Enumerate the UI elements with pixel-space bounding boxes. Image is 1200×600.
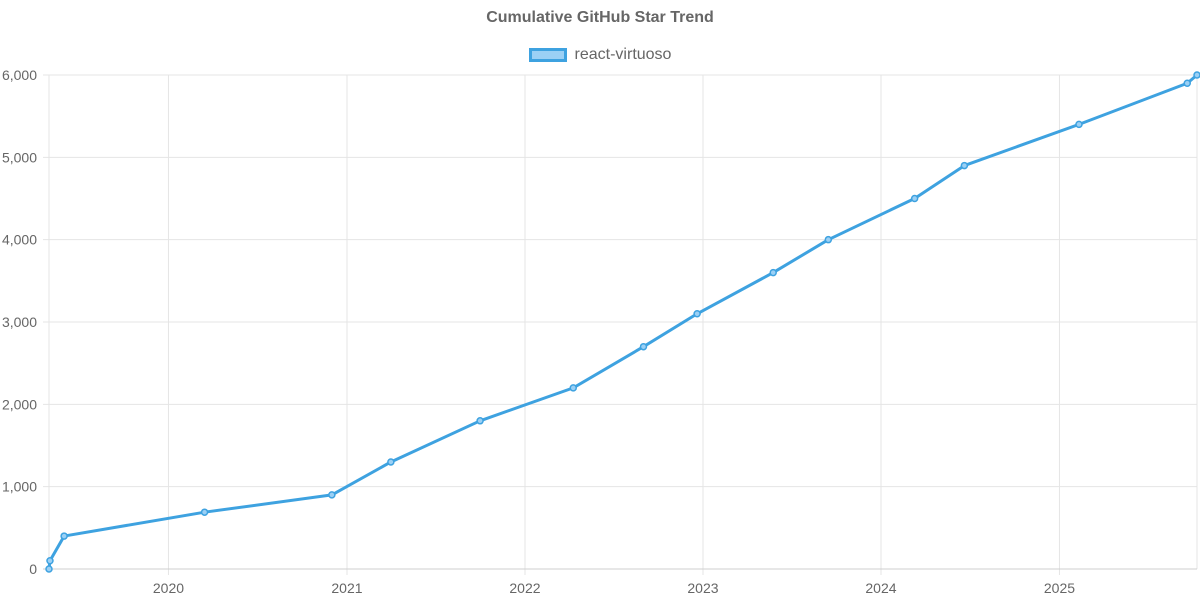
data-point[interactable] (769, 268, 777, 277)
data-point[interactable] (476, 417, 484, 425)
data-point[interactable] (824, 235, 833, 244)
chart-title: Cumulative GitHub Star Trend (486, 9, 714, 26)
data-point[interactable] (693, 310, 701, 318)
y-tick-label: 1,000 (2, 479, 37, 495)
y-tick-label: 3,000 (2, 314, 37, 330)
data-point[interactable] (328, 491, 336, 499)
data-point[interactable] (60, 532, 68, 540)
data-point[interactable] (46, 557, 54, 565)
x-tick-label: 2020 (153, 580, 184, 596)
data-point[interactable] (1183, 79, 1191, 87)
y-tick-label: 6,000 (2, 67, 37, 83)
y-tick-label: 2,000 (2, 396, 37, 412)
data-point[interactable] (45, 565, 53, 573)
data-point[interactable] (960, 161, 969, 170)
legend-label-react-virtuoso: react-virtuoso (574, 46, 672, 63)
x-tick-label: 2022 (509, 580, 540, 596)
x-tick-label: 2023 (687, 580, 718, 596)
x-tick-label: 2024 (865, 580, 896, 596)
y-tick-label: 0 (29, 561, 37, 577)
data-point[interactable] (1193, 71, 1200, 79)
y-tick-label: 5,000 (2, 149, 37, 165)
axes (43, 75, 1198, 570)
data-point[interactable] (200, 508, 209, 516)
y-tick-label: 4,000 (2, 232, 37, 248)
data-point[interactable] (387, 458, 395, 466)
series-react-virtuoso (45, 71, 1200, 573)
chart-legend[interactable]: react-virtuoso (0, 46, 1200, 64)
data-point[interactable] (569, 384, 578, 392)
grid-lines (43, 74, 1197, 575)
x-tick-label: 2021 (331, 580, 362, 596)
x-tick-label: 2025 (1044, 580, 1075, 596)
data-point[interactable] (639, 342, 648, 351)
data-point[interactable] (1075, 120, 1083, 129)
tick-labels: 0 1,000 2,000 3,000 4,000 5,000 6,000 2020 2021 2… (2, 67, 1075, 596)
data-point[interactable] (910, 194, 919, 203)
legend-swatch (528, 48, 567, 62)
